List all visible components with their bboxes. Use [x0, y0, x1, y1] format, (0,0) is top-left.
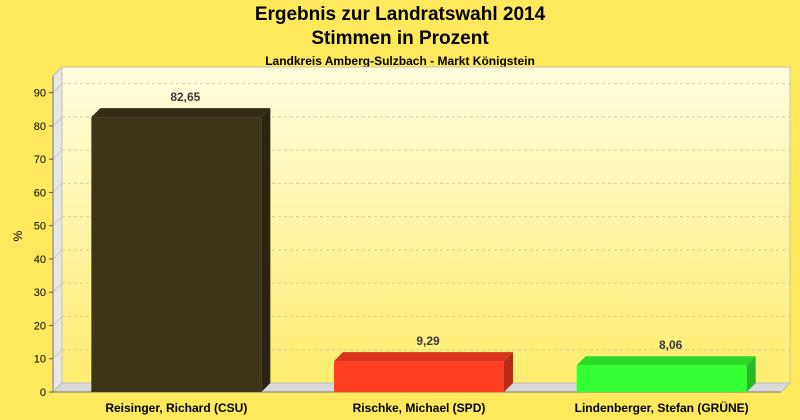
gridline-side: [52, 149, 63, 160]
bar-value-label: 82,65: [170, 90, 200, 104]
bar-side: [261, 108, 271, 392]
bar-side: [504, 352, 513, 392]
y-tick-label: 0: [40, 387, 46, 399]
bar-side: [746, 356, 756, 392]
y-tick-label: 10: [34, 354, 46, 366]
y-tick-label: 30: [34, 287, 46, 299]
gridline-side: [52, 282, 63, 293]
gridline-side: [52, 83, 63, 93]
bar: [91, 117, 262, 392]
bar-top: [91, 108, 271, 118]
y-tick-label: 60: [34, 187, 46, 199]
bar-top: [334, 352, 513, 362]
bar-group: [576, 356, 756, 392]
x-category-label: Lindenberger, Stefan (GRÜNE): [575, 400, 749, 415]
bar: [334, 361, 504, 392]
x-category-label: Rischke, Michael (SPD): [353, 401, 486, 415]
x-category-label: Reisinger, Richard (CSU): [105, 401, 247, 415]
gridline-side: [52, 349, 63, 360]
y-tick-label: 80: [34, 121, 46, 133]
bar: [576, 365, 747, 392]
bar-value-label: 9,29: [416, 334, 440, 348]
gridline-side: [52, 183, 63, 193]
chart-subtitle: Stimmen in Prozent: [311, 28, 489, 49]
gridline-side: [52, 249, 63, 260]
chart-subsubtitle: Landkreis Amberg-Sulzbach - Markt Königs…: [265, 54, 535, 68]
bar-group: [334, 352, 513, 392]
plot-left-wall: [52, 65, 63, 394]
y-tick-label: 50: [34, 221, 46, 233]
gridline-side: [52, 316, 63, 326]
gridline-side: [52, 116, 63, 127]
y-tick-label: 20: [34, 320, 46, 332]
y-tick-label: 90: [34, 88, 46, 100]
chart-title: Ergebnis zur Landratswahl 2014: [254, 4, 546, 25]
bar-group: [91, 108, 271, 392]
bar-top: [576, 356, 756, 366]
bar-value-label: 8,06: [659, 338, 683, 352]
y-axis-label: %: [11, 230, 25, 241]
gridline-side: [52, 216, 63, 227]
y-tick-label: 70: [34, 154, 46, 166]
y-tick-label: 40: [34, 254, 46, 266]
